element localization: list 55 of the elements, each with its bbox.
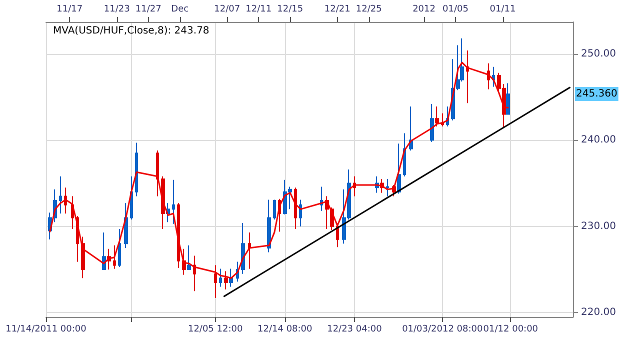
candlestick (64, 187, 67, 214)
y-tick-label: 240.00 (581, 134, 616, 146)
candlestick (59, 176, 62, 214)
x2-tick-label: 12/15 (277, 4, 304, 14)
line-series (49, 62, 509, 279)
candlestick (386, 178, 389, 197)
y-tick-label: 250.00 (581, 48, 616, 60)
candlestick (102, 232, 106, 270)
candlestick (156, 150, 159, 197)
x2-tick-label: 11/27 (135, 4, 162, 14)
x2-tick-label: 2012 (412, 4, 436, 14)
candlestick (487, 62, 490, 90)
x2-tick-label: 12/21 (324, 4, 350, 14)
candlestick (187, 244, 191, 270)
x2-tick-label: 01/05 (442, 4, 468, 14)
candlestick (397, 143, 401, 194)
candlestick (193, 255, 196, 292)
candlestick (267, 199, 271, 253)
candlestick (130, 176, 133, 220)
x2-tick-label: 12/25 (356, 4, 382, 14)
text: MVA(USD/HUF,Close,8): 243.78 (53, 26, 210, 36)
x2-tick-label: 11/23 (104, 4, 130, 14)
x2-tick-label: 01/11 (490, 4, 516, 14)
x2-tick-label: 12/07 (214, 4, 240, 14)
candlestick (224, 270, 228, 290)
candlestick (229, 268, 233, 288)
x-tick-label: 12/05 12:00 (188, 324, 243, 334)
candlestick (466, 50, 469, 104)
y-tick-label: 230.00 (581, 220, 616, 232)
candlestick (273, 199, 276, 220)
annotation: 245.360 (576, 88, 618, 100)
x-tick-label: 01/03/2012 08:00 (402, 324, 484, 334)
x-tick-label: 12/14 08:00 (258, 324, 313, 334)
candlestick (430, 103, 434, 142)
candlestick (248, 232, 251, 270)
x2-tick-label: 11/17 (56, 4, 83, 14)
candlestick (214, 264, 217, 299)
x2-tick-label: 12/11 (246, 4, 272, 14)
candlestick (492, 66, 495, 88)
x-tick-label: 01/12 00:00 (483, 324, 538, 334)
candlestick (118, 228, 121, 268)
x-tick-label: 12/23 04:00 (327, 324, 382, 334)
candlestick (294, 187, 297, 230)
x-tick-label: 11/14/2011 00:00 (6, 324, 87, 334)
candlestick (135, 142, 138, 197)
candlestick (441, 112, 444, 127)
candlestick (124, 202, 128, 248)
candlestick (409, 106, 413, 152)
candlestick (435, 106, 439, 127)
candlestick (506, 82, 510, 115)
candlestick (113, 244, 116, 270)
y-tick-label: 220.00 (581, 307, 616, 318)
candlestick (219, 268, 222, 288)
x2-tick-label: Dec (171, 4, 189, 14)
candlestick (172, 179, 175, 224)
